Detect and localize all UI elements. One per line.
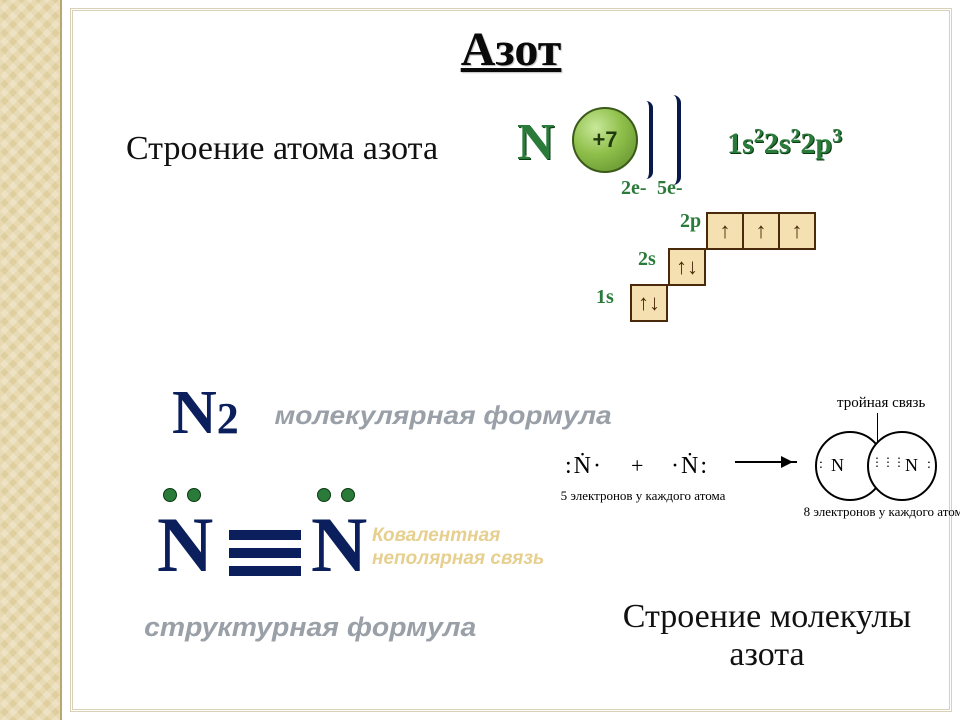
slide-content: Азот Строение атома азота N +7 2e- 5e- 1…	[62, 0, 960, 720]
orbital-row-1s: ↑↓	[632, 284, 668, 322]
atom-structure-diagram: N +7 2e- 5e- 1s22s22p3	[517, 105, 937, 205]
lewis-atom-left: :Ṅ·	[565, 453, 603, 480]
orbital-label-2s: 2s	[638, 248, 656, 271]
triple-bond-icon	[229, 522, 301, 584]
lewis-atom-right: ·Ṅ:	[671, 453, 709, 480]
molecular-formula-n: N	[172, 379, 217, 447]
electron-shell-2	[665, 95, 681, 185]
element-symbol: N	[517, 113, 555, 172]
arrow-icon	[735, 461, 797, 463]
orbital-cell: ↑	[778, 212, 816, 250]
page-title: Азот	[62, 22, 960, 77]
orbital-label-2p: 2p	[680, 210, 701, 233]
orbital-row-2s: ↑↓	[670, 248, 706, 286]
molecule-lewis-diagram: тройная связь :Ṅ· + ·Ṅ: : N ⋮⋮⋮ N : 5 эл…	[557, 395, 960, 585]
orbital-cell: ↑↓	[668, 248, 706, 286]
molecule-structure-heading: Строение молекулы азота	[597, 598, 937, 674]
orbital-cell: ↑	[706, 212, 744, 250]
decorative-side-strip	[0, 0, 62, 720]
structural-formula-label: структурная формула	[144, 612, 476, 643]
molecular-formula-sub: 2	[217, 394, 239, 443]
bonded-molecule-icon: : N ⋮⋮⋮ N :	[815, 431, 945, 501]
triple-bond-label: тройная связь	[837, 395, 925, 412]
nucleus-icon: +7	[572, 107, 638, 173]
shell-1-electrons: 2e-	[621, 177, 647, 200]
right-caption: 8 электронов у каждого атома	[791, 505, 960, 520]
plus-icon: +	[631, 453, 643, 479]
orbital-cell: ↑↓	[630, 284, 668, 322]
electron-configuration: 1s22s22p3	[727, 125, 842, 161]
orbital-label-1s: 1s	[596, 286, 614, 309]
left-caption: 5 электронов у каждого атома	[543, 489, 743, 504]
molecular-formula: N2	[172, 378, 239, 449]
structural-formula: N N	[157, 488, 407, 598]
structural-n-left: N	[157, 500, 213, 590]
electron-shell-1	[639, 101, 653, 179]
structural-n-right: N	[311, 500, 367, 590]
orbital-row-2p: ↑ ↑ ↑	[708, 212, 816, 250]
orbital-cell: ↑	[742, 212, 780, 250]
atom-structure-heading: Строение атома азота	[102, 130, 462, 168]
shell-2-electrons: 5e-	[657, 177, 683, 200]
